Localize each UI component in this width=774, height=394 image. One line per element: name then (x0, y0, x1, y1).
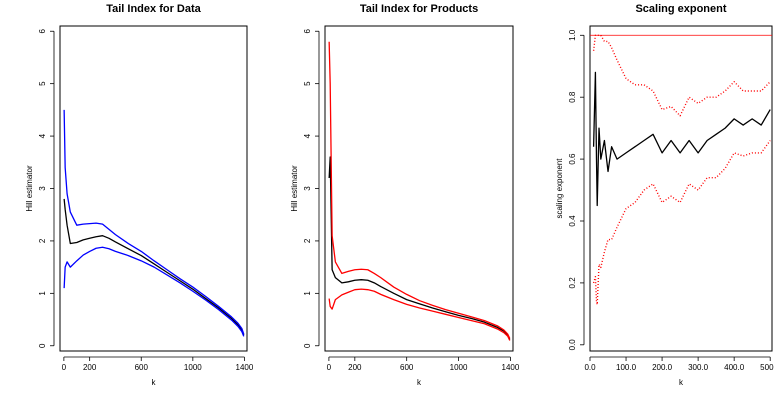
x-tick-label: 0 (327, 363, 332, 372)
y-axis-label: Hill estimator (25, 165, 34, 212)
x-axis-label: k (152, 378, 157, 387)
x-tick-label: 600 (135, 363, 149, 372)
chart-panel-2: Tail Index for Products k Hill estimator 0 2… (290, 3, 520, 387)
x-tick-label: 500.0 (760, 363, 774, 372)
x-tick-label: 100.0 (616, 363, 637, 372)
series-estimate-line (592, 71, 771, 207)
x-axis-label: k (417, 378, 422, 387)
y-tick-label: 1 (38, 291, 47, 296)
x-axis-label: k (679, 378, 684, 387)
series-lower-line (328, 288, 511, 341)
series-upper-line (592, 34, 771, 117)
y-tick-label: 6 (38, 28, 47, 33)
y-tick-label: 4 (303, 133, 312, 138)
series-lower-line (63, 246, 245, 337)
plot-frame (324, 25, 514, 352)
x-tick-label: 0 (62, 363, 67, 372)
x-tick-label: 300.0 (688, 363, 709, 372)
x-tick-label: 0.0 (584, 363, 596, 372)
y-tick-label: 4 (38, 133, 47, 138)
plot-frame (589, 25, 773, 352)
chart-title: Scaling exponent (635, 3, 726, 15)
y-tick-label: 0.2 (568, 277, 577, 289)
x-tick-label: 400.0 (724, 363, 745, 372)
x-tick-label: 1400 (502, 363, 520, 372)
chart-panel-3: Scaling exponent k scaling exponent 0.0 100.… (555, 3, 774, 387)
series-lower-line (592, 140, 771, 306)
y-tick-label: 5 (303, 81, 312, 86)
plot-frame (59, 25, 248, 352)
y-tick-label: 2 (303, 238, 312, 243)
x-tick-label: 200 (348, 363, 362, 372)
y-tick-label: 1 (303, 291, 312, 296)
x-tick-label: 1000 (450, 363, 468, 372)
x-tick-label: 600 (400, 363, 414, 372)
y-tick-label: 0 (38, 343, 47, 348)
y-tick-label: 3 (303, 186, 312, 191)
plot-area (328, 41, 511, 341)
y-tick-label: 0.8 (568, 91, 577, 103)
y-tick-label: 0.4 (568, 215, 577, 227)
y-tick-label: 0 (303, 343, 312, 348)
x-tick-label: 1000 (184, 363, 202, 372)
x-tick-label: 200 (83, 363, 97, 372)
x-tick-label: 200.0 (652, 363, 673, 372)
series-estimate-line (328, 156, 511, 340)
y-axis-label: scaling exponent (555, 158, 564, 219)
chart-title: Tail Index for Products (360, 3, 478, 15)
series-estimate-line (63, 198, 245, 336)
y-tick-label: 2 (38, 238, 47, 243)
series-upper-line (328, 41, 511, 339)
y-tick-label: 3 (38, 186, 47, 191)
y-tick-label: 0.6 (568, 153, 577, 165)
y-axis-label: Hill estimator (290, 165, 299, 212)
chart-title: Tail Index for Data (106, 3, 201, 15)
x-tick-label: 1400 (236, 363, 254, 372)
y-tick-label: 6 (303, 28, 312, 33)
y-tick-label: 1.0 (568, 29, 577, 41)
series-upper-line (63, 109, 245, 335)
plot-area (590, 34, 772, 306)
y-tick-label: 0.0 (568, 339, 577, 351)
plot-area (63, 109, 245, 337)
y-tick-label: 5 (38, 81, 47, 86)
